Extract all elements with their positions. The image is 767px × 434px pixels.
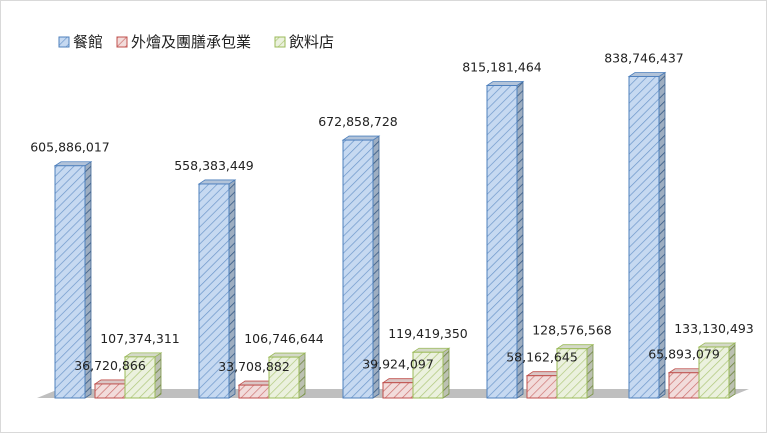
bar-top-2-1 (267, 352, 307, 358)
bar-side-2-4 (728, 342, 736, 399)
bar-0-2 (342, 139, 374, 399)
bar-group-4: 838,746,437 65,893,079 133,130,493 (604, 50, 754, 399)
bar-1-2 (382, 382, 414, 399)
bar-2-4 (698, 346, 730, 399)
bar-side-2-2 (442, 347, 450, 399)
bar-1-0 (94, 383, 126, 399)
legend-swatch-1 (116, 36, 128, 48)
bar-1-4 (668, 372, 700, 399)
data-label-0-4: 838,746,437 (604, 50, 684, 65)
bar-2-2 (412, 351, 444, 399)
data-label-0-0: 605,886,017 (30, 140, 110, 155)
data-label-2-0: 107,374,311 (100, 331, 180, 346)
legend-swatch-2 (274, 36, 286, 48)
bar-2-0 (124, 356, 156, 399)
bar-top-2-0 (123, 352, 163, 358)
data-label-1-4: 65,893,079 (648, 347, 720, 362)
data-label-2-4: 133,130,493 (674, 321, 754, 336)
bar-0-0 (54, 165, 86, 399)
bar-side-2-1 (298, 352, 306, 399)
bar-top-0-1 (197, 179, 237, 185)
data-label-1-2: 39,924,097 (362, 357, 434, 372)
data-label-1-1: 33,708,882 (218, 359, 290, 374)
bar-top-2-3 (555, 344, 595, 350)
bar-1-3 (526, 375, 558, 399)
bar-0-1 (198, 183, 230, 399)
bar-group-3: 815,181,464 58,162,645 128,576,568 (462, 60, 612, 399)
bar-top-0-0 (53, 161, 93, 167)
data-label-0-2: 672,858,728 (318, 114, 398, 129)
bar-top-2-2 (411, 347, 451, 353)
bar-side-2-0 (154, 352, 162, 399)
bar-top-0-4 (627, 72, 667, 77)
bar-2-3 (556, 348, 588, 399)
legend-label-1: 外燴及團膳承包業 (131, 33, 251, 51)
legend-label-0: 餐館 (73, 33, 103, 51)
data-label-0-3: 815,181,464 (462, 60, 542, 75)
legend-swatch-0 (58, 36, 70, 48)
data-label-2-1: 106,746,644 (244, 331, 324, 346)
data-label-2-3: 128,576,568 (532, 323, 612, 338)
data-label-2-2: 119,419,350 (388, 326, 468, 341)
legend: 餐館 外燴及團膳承包業 飲料店 (58, 33, 334, 51)
data-label-0-1: 558,383,449 (174, 158, 254, 173)
bar-group-2: 672,858,728 39,924,097 119,419,350 (318, 114, 468, 399)
bar-1-1 (238, 384, 270, 399)
bar-side-2-3 (586, 343, 594, 399)
bar-group-1: 558,383,449 33,708,882 106,746,644 (174, 158, 324, 399)
legend-label-2: 飲料店 (289, 33, 334, 51)
data-label-1-3: 58,162,645 (506, 350, 578, 365)
bar-top-0-3 (485, 81, 525, 86)
bar-group-0: 605,886,017 36,720,866 107,374,311 (30, 140, 180, 399)
bar-0-3 (486, 85, 518, 399)
data-label-1-0: 36,720,866 (74, 358, 146, 373)
bar-top-0-2 (341, 135, 381, 141)
bar-2-1 (268, 356, 300, 399)
bar-0-4 (628, 75, 660, 399)
